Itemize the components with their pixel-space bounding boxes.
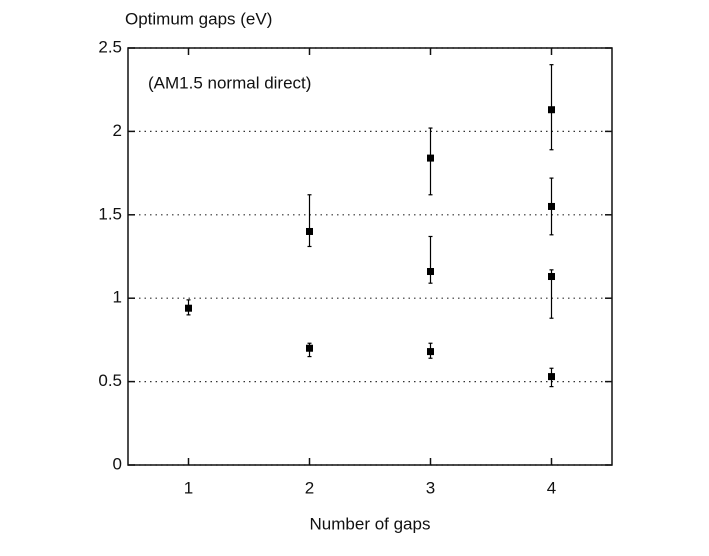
point xyxy=(548,273,555,281)
x-tick-label: 2 xyxy=(305,478,314,497)
point xyxy=(548,202,555,210)
annotation: (AM1.5 normal direct) xyxy=(148,73,311,92)
y-tick-label: 0.5 xyxy=(98,371,122,390)
point xyxy=(427,268,434,276)
y-axis-label: Optimum gaps (eV) xyxy=(125,9,272,28)
y-tick-label: 1.5 xyxy=(98,204,122,223)
x-tick-label: 1 xyxy=(184,478,193,497)
y-tick-label: 1 xyxy=(113,288,122,307)
plot-frame xyxy=(127,47,613,466)
point xyxy=(427,348,434,356)
y-tick-label: 0 xyxy=(113,454,122,473)
x-axis-label: Number of gaps xyxy=(310,514,431,533)
x-tick-label: 4 xyxy=(547,478,556,497)
point xyxy=(548,373,555,381)
y-tick-label: 2 xyxy=(113,121,122,140)
point xyxy=(306,344,313,352)
point xyxy=(548,106,555,114)
point xyxy=(306,227,313,235)
y-tick-label: 2.5 xyxy=(98,37,122,56)
point xyxy=(185,304,192,312)
point xyxy=(427,154,434,162)
x-tick-label: 3 xyxy=(426,478,435,497)
